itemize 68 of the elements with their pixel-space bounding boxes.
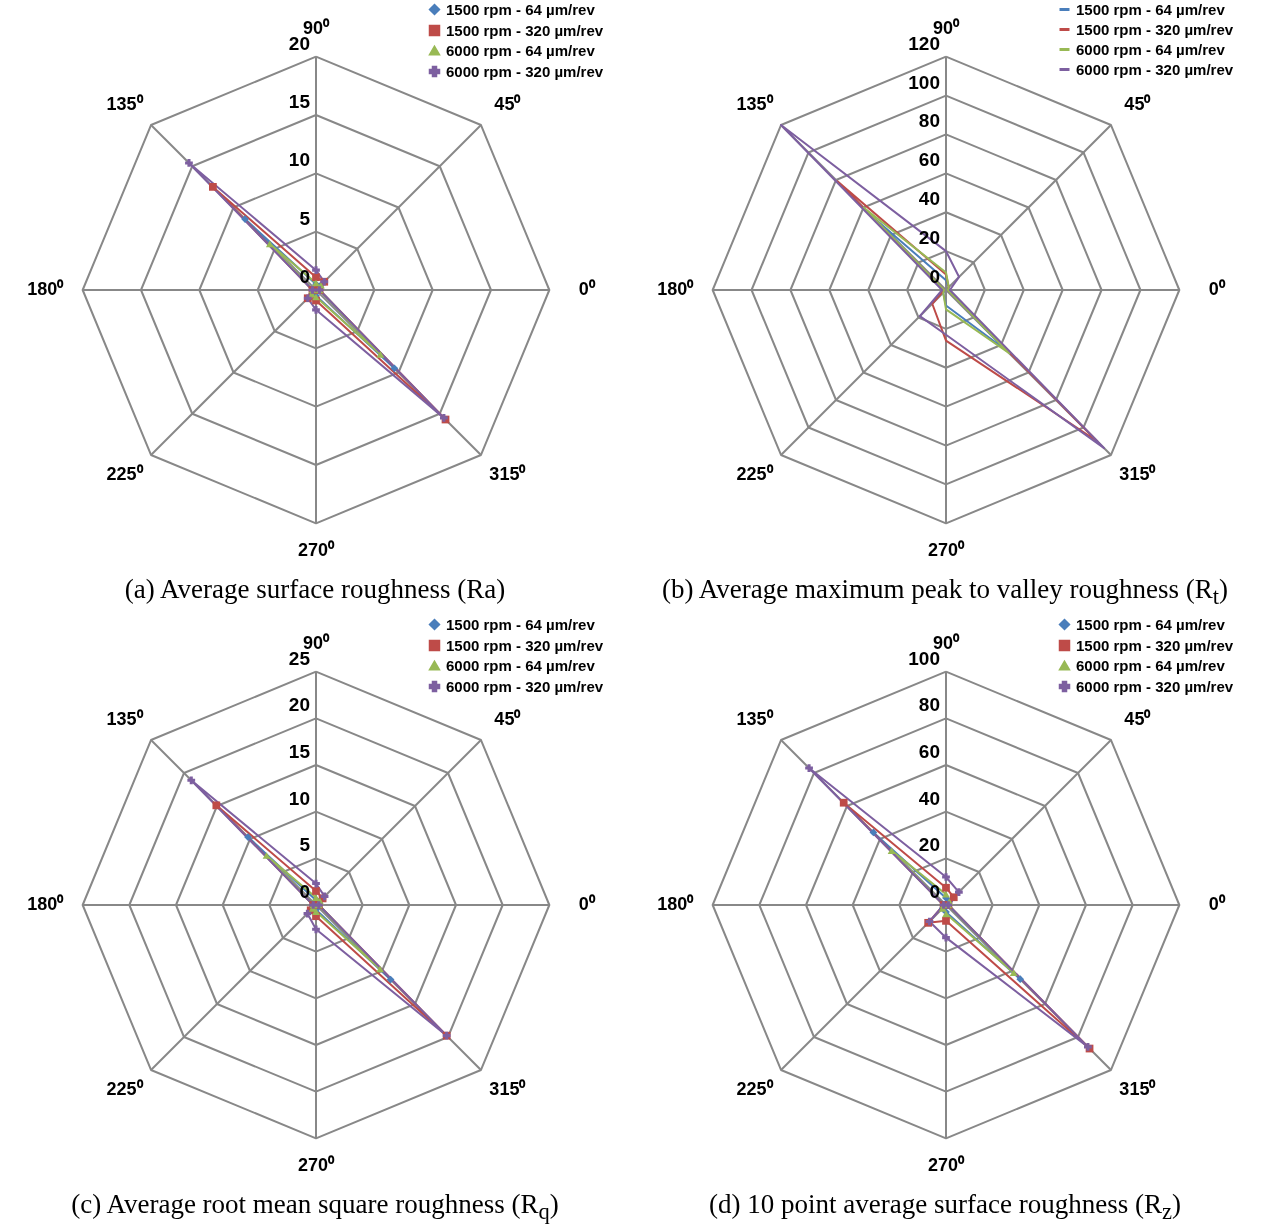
y-tick-label: 15 <box>288 91 310 112</box>
legend-label: 6000 rpm - 64 µm/rev <box>445 41 595 59</box>
spoke-label: 90⁰ <box>932 632 960 653</box>
spoke-label: 225⁰ <box>736 463 774 484</box>
spoke-label: 180⁰ <box>26 279 64 299</box>
spoke-label: 315⁰ <box>488 1078 526 1099</box>
legend-label: 1500 rpm - 320 µm/rev <box>445 636 604 654</box>
spoke-label: 135⁰ <box>106 94 144 115</box>
spoke-label: 270⁰ <box>297 540 335 561</box>
y-tick-label: 5 <box>298 834 310 856</box>
spoke-label: 90⁰ <box>302 632 330 653</box>
legend-label: 6000 rpm - 320 µm/rev <box>1075 677 1234 695</box>
spoke-label: 135⁰ <box>736 709 774 730</box>
legend-label: 1500 rpm - 320 µm/rev <box>1075 636 1234 654</box>
y-tick-label: 5 <box>298 207 310 229</box>
text: (a) Average surface roughness (Ra) <box>124 574 506 605</box>
spoke-label: 225⁰ <box>106 463 144 484</box>
spoke-label: 0⁰ <box>578 279 596 299</box>
spoke-label: 90⁰ <box>932 17 960 38</box>
spoke-label: 315⁰ <box>1118 463 1156 484</box>
spoke-label: 135⁰ <box>106 709 144 730</box>
spoke-label: 225⁰ <box>736 1078 774 1099</box>
spoke-label: 0⁰ <box>1208 279 1226 299</box>
y-tick-label: 40 <box>918 787 940 809</box>
y-tick-label: 60 <box>918 741 940 762</box>
spoke-label: 0⁰ <box>578 894 596 914</box>
y-tick-label: 60 <box>918 149 940 171</box>
text: (c) Average root mean square roughness (R$_{q}$) <box>71 1189 559 1226</box>
legend-label: 6000 rpm - 64 µm/rev <box>1075 40 1225 58</box>
y-tick-label: 40 <box>918 188 940 210</box>
legend-label: 1500 rpm - 320 µm/rev <box>1075 20 1234 38</box>
legend-label: 1500 rpm - 64 µm/rev <box>1075 0 1225 18</box>
y-tick-label: 10 <box>288 787 310 809</box>
spoke-label: 225⁰ <box>106 1078 144 1099</box>
text: (d) 10 point average surface roughness (R$_{z}$) <box>709 1189 1181 1226</box>
spoke-label: 270⁰ <box>927 1155 965 1176</box>
spoke-label: 180⁰ <box>26 894 64 914</box>
y-tick-label: 80 <box>918 110 940 132</box>
text: (b) Average maximum peak to valley roughness (R$_{t}$) <box>662 574 1228 611</box>
y-tick-label: 20 <box>288 694 310 716</box>
spoke-label: 180⁰ <box>656 894 694 914</box>
legend-label: 1500 rpm - 320 µm/rev <box>445 21 604 39</box>
legend-label: 6000 rpm - 64 µm/rev <box>1075 656 1225 674</box>
spoke-label: 90⁰ <box>302 17 330 38</box>
legend-label: 6000 rpm - 64 µm/rev <box>445 656 595 674</box>
legend-label: 6000 rpm - 320 µm/rev <box>445 62 604 80</box>
legend-label: 6000 rpm - 320 µm/rev <box>445 677 604 695</box>
spoke-label: 135⁰ <box>736 94 774 115</box>
y-tick-label: 20 <box>918 834 940 856</box>
spoke-label: 45⁰ <box>493 709 521 730</box>
y-tick-label: 15 <box>288 741 310 762</box>
spoke-label: 315⁰ <box>488 463 526 484</box>
y-tick-label: 0 <box>928 881 940 902</box>
y-tick-label: 10 <box>288 149 310 171</box>
legend-label: 1500 rpm - 64 µm/rev <box>1075 615 1225 633</box>
spoke-label: 270⁰ <box>927 540 965 561</box>
spoke-label: 45⁰ <box>493 94 521 115</box>
spoke-label: 180⁰ <box>656 279 694 299</box>
spoke-label: 45⁰ <box>1123 94 1151 115</box>
y-tick-label: 80 <box>918 694 940 716</box>
legend-label: 1500 rpm - 64 µm/rev <box>445 615 595 633</box>
legend-label: 1500 rpm - 64 µm/rev <box>445 0 595 18</box>
spoke-label: 0⁰ <box>1208 894 1226 914</box>
spoke-label: 315⁰ <box>1118 1078 1156 1099</box>
legend-label: 6000 rpm - 320 µm/rev <box>1075 60 1234 78</box>
y-tick-label: 100 <box>907 71 940 93</box>
spoke-label: 45⁰ <box>1123 709 1151 730</box>
spoke-label: 270⁰ <box>297 1155 335 1176</box>
